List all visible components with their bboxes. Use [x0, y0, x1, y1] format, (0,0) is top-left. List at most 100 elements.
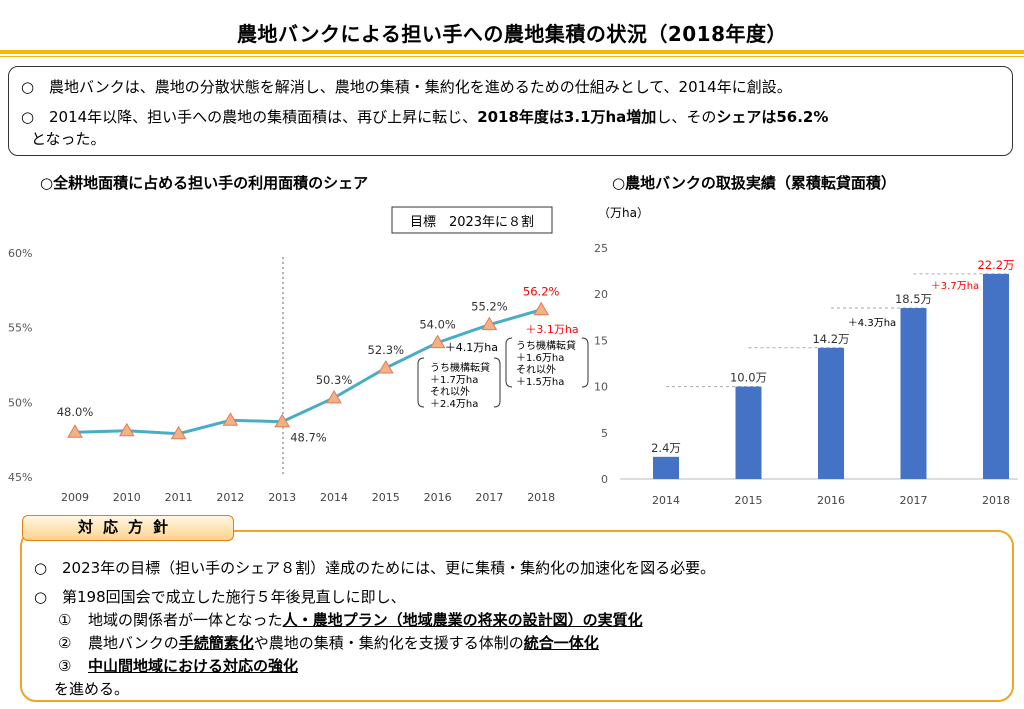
- share-point-label: 48.7%: [290, 431, 327, 445]
- policy-item-3-highlight: 中山間地域における対応の強化: [88, 657, 299, 675]
- x-tick-label: 2016: [424, 491, 452, 504]
- policy-item-2-highlight-1: 手続簡素化: [178, 634, 254, 652]
- bar-value-label: 10.0万: [730, 371, 767, 385]
- x-tick-label: 2010: [113, 491, 141, 504]
- summary-text-2b: し、その: [656, 108, 717, 126]
- left-chart-title: ○全耕地面積に占める担い手の利用面積のシェア: [40, 174, 369, 192]
- target-label: 目標 2023年に８割: [410, 214, 534, 230]
- breakdown-2017-1: うち機構転貸: [430, 361, 490, 374]
- policy-badge: 対応方針: [22, 515, 234, 541]
- policy-item-2: ② 農地バンクの手続簡素化や農地の集積・集約化を支援する体制の統合一体化: [58, 634, 599, 652]
- bar-x-tick-label: 2015: [735, 494, 763, 507]
- bar-y-tick-label: 10: [594, 381, 608, 394]
- share-data-point: [326, 389, 342, 404]
- summary-box: ○ 農地バンクは、農地の分散状態を解消し、農地の集積・集約化を進めるための仕組みと…: [8, 66, 1013, 156]
- right-chart-title: ○農地バンクの取扱実績（累積転貸面積）: [612, 174, 896, 192]
- share-point-label: 50.3%: [316, 373, 353, 387]
- summary-text-2a: 2014年以降、担い手への農地の集積面積は、再び上昇に転じ、: [49, 108, 478, 126]
- y-tick-label: 45%: [8, 471, 32, 484]
- bar-y-tick-label: 25: [594, 242, 608, 255]
- policy-line-2: ○ 第198回国会で成立した施行５年後見直しに即し、: [34, 587, 406, 607]
- target-box: [391, 206, 553, 234]
- bar-2015: [735, 386, 762, 479]
- share-data-point: [118, 422, 135, 437]
- bar-2016: [818, 347, 844, 479]
- share-data-point: [481, 316, 498, 331]
- x-tick-label: 2017: [475, 491, 503, 504]
- breakdown-bracket-2017: [417, 357, 501, 408]
- breakdown-2017-3: それ以外: [430, 386, 470, 398]
- share-data-point: [67, 424, 83, 438]
- summary-highlight-share: シェアは56.2%: [716, 108, 829, 126]
- policy-item-3: ③ 中山間地域における対応の強化: [58, 657, 299, 675]
- breakdown-2017-4: ＋2.4万ha: [430, 399, 478, 410]
- share-data-point: [274, 413, 291, 428]
- summary-line-3: となった。: [31, 130, 106, 148]
- bar-y-tick-label: 15: [594, 334, 608, 347]
- share-point-label: 54.0%: [419, 318, 456, 332]
- bar-increase-2017: ＋4.3万ha: [848, 318, 896, 329]
- y-tick-label: 55%: [8, 322, 32, 335]
- policy-text-2: 第198回国会で成立した施行５年後見直しに即し、: [62, 588, 406, 606]
- share-point-label: 55.2%: [471, 300, 508, 314]
- bar-value-label: 22.2万: [977, 258, 1014, 272]
- breakdown-2018-3: それ以外: [516, 364, 556, 376]
- bar-increase-2018: ＋3.7万ha: [931, 281, 979, 292]
- breakdown-bracket-2018: [505, 337, 589, 388]
- bar-y-tick-label: 20: [594, 288, 608, 301]
- share-point-label: 48.0%: [57, 405, 94, 419]
- bar-value-label: 18.5万: [895, 292, 932, 306]
- bar-x-tick-label: 2018: [982, 494, 1010, 507]
- policy-box: ○ 2023年の目標（担い手のシェア８割）達成のためには、更に集積・集約化の加速化…: [20, 530, 1014, 702]
- policy-line-1: ○ 2023年の目標（担い手のシェア８割）達成のためには、更に集積・集約化の加速化…: [34, 558, 715, 578]
- share-data-point: [429, 334, 446, 349]
- breakdown-2018-1: うち機構転貸: [516, 339, 576, 352]
- x-tick-label: 2012: [216, 491, 244, 504]
- x-tick-label: 2009: [61, 491, 89, 504]
- bar-y-tick-label: 5: [601, 427, 608, 440]
- bar-y-tick-label: 0: [601, 473, 608, 486]
- bullet: ○: [34, 559, 48, 577]
- bar-x-tick-label: 2017: [900, 494, 928, 507]
- policy-item-1-highlight: 人・農地プラン（地域農業の将来の設計図）の実質化: [282, 611, 643, 629]
- bullet: ○: [21, 108, 35, 126]
- title-underline-thin: [0, 56, 1024, 57]
- share-data-point: [170, 425, 187, 440]
- bar-value-label: 2.4万: [651, 441, 681, 455]
- policy-item-1: ① 地域の関係者が一体となった人・農地プラン（地域農業の将来の設計図）の実質化: [58, 611, 643, 629]
- policy-closing: を進める。: [54, 680, 130, 698]
- bank-bar-chart: （万ha） 0 5 10 15 20 25 2.4万 2014 10.0万 2015 14.2万 2…: [594, 206, 1018, 507]
- y-tick-label: 50%: [8, 396, 32, 409]
- share-data-point: [222, 412, 239, 426]
- share-line-chart: 目標 2023年に８割 45% 50% 55% 60% 2009 2010 2011 2012…: [8, 206, 589, 504]
- bullet: ○: [34, 588, 48, 606]
- bullet: ○: [21, 78, 35, 96]
- bar-2014: [653, 456, 679, 479]
- x-tick-label: 2015: [372, 491, 400, 504]
- bar-x-tick-label: 2014: [652, 494, 680, 507]
- breakdown-2017-2: ＋1.7万ha: [430, 375, 478, 386]
- bar-2017: [900, 308, 927, 479]
- breakdown-2018-2: ＋1.6万ha: [516, 353, 564, 364]
- page-title: 農地バンクによる担い手への農地集積の状況（2018年度）: [236, 22, 788, 46]
- x-tick-label: 2013: [268, 491, 296, 504]
- bar-y-unit: （万ha）: [598, 206, 649, 220]
- summary-text-1: 農地バンクは、農地の分散状態を解消し、農地の集積・集約化を進めるための仕組みとし…: [49, 78, 792, 96]
- bar-2018: [983, 273, 1009, 479]
- summary-highlight-increase: 2018年度は3.1万ha増加: [477, 108, 657, 126]
- increase-2018: ＋3.1万ha: [525, 323, 578, 336]
- share-data-point: [533, 301, 550, 316]
- x-tick-label: 2014: [320, 491, 348, 504]
- bar-value-label: 14.2万: [812, 332, 849, 346]
- summary-line-2: ○ 2014年以降、担い手への農地の集積面積は、再び上昇に転じ、2018年度は3.…: [21, 107, 828, 127]
- title-underline: [0, 50, 1024, 54]
- policy-text-1: 2023年の目標（担い手のシェア８割）達成のためには、更に集積・集約化の加速化を…: [62, 559, 716, 577]
- increase-2017: ＋4.1万ha: [445, 341, 498, 354]
- x-tick-label: 2018: [527, 491, 555, 504]
- policy-item-2-highlight-2: 統合一体化: [523, 634, 599, 652]
- summary-line-1: ○ 農地バンクは、農地の分散状態を解消し、農地の集積・集約化を進めるための仕組みと…: [21, 77, 792, 97]
- share-data-point: [377, 359, 394, 374]
- breakdown-2018-4: ＋1.5万ha: [516, 377, 564, 388]
- y-tick-label: 60%: [8, 247, 32, 260]
- share-point-label: 52.3%: [368, 343, 405, 357]
